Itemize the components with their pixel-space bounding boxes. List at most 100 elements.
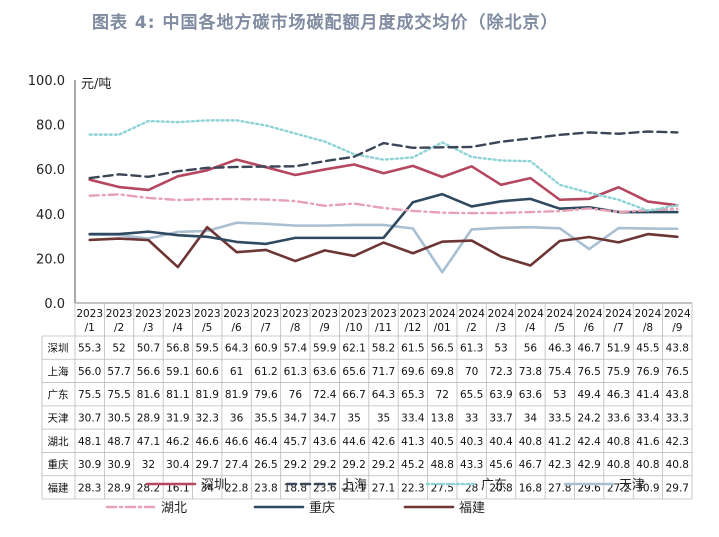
table-cell-value: 58.2 xyxy=(372,343,395,355)
series-point xyxy=(470,205,473,208)
series-point xyxy=(411,156,414,159)
table-cell-value: 76.5 xyxy=(666,366,689,378)
series-point xyxy=(558,210,561,213)
table-cell-value: 16.1 xyxy=(166,482,189,494)
series-point xyxy=(500,212,503,215)
series-point xyxy=(235,240,238,243)
series-point xyxy=(441,141,444,144)
series-point xyxy=(529,137,532,140)
table-cell-value: 35 xyxy=(377,413,390,425)
series-line-5 xyxy=(88,193,679,215)
series-point xyxy=(118,186,121,189)
category-label-month: /3 xyxy=(143,322,153,334)
table-cell-value: 63.9 xyxy=(489,389,512,401)
series-point xyxy=(529,211,532,214)
table-cell-value: 61 xyxy=(230,366,243,378)
series-point xyxy=(558,207,561,210)
category-label-year: 2023 xyxy=(194,308,221,320)
table-cell-value: 27.2 xyxy=(607,482,630,494)
table-cell-value: 35.5 xyxy=(254,413,277,425)
series-point xyxy=(441,240,444,243)
series-point xyxy=(558,240,561,243)
category-label-year: 2024 xyxy=(635,308,662,320)
series-point xyxy=(529,197,532,200)
series-point xyxy=(647,130,650,133)
table-cell-value: 28.9 xyxy=(107,482,130,494)
table-cell-value: 46.3 xyxy=(607,389,630,401)
series-point xyxy=(235,166,238,169)
category-label-month: /9 xyxy=(672,322,682,334)
series-point xyxy=(235,119,238,122)
category-label-month: /2 xyxy=(114,322,124,334)
legend-label: 重庆 xyxy=(309,500,335,516)
category-label-month: /8 xyxy=(643,322,653,334)
table-cell-value: 23.8 xyxy=(254,482,277,494)
series-point xyxy=(676,207,679,210)
series-point xyxy=(294,200,297,203)
series-point xyxy=(470,165,473,168)
series-line-2 xyxy=(88,130,679,180)
category-label-month: /6 xyxy=(231,322,242,334)
table-cell-value: 26.5 xyxy=(254,459,277,471)
table-cell-value: 79.6 xyxy=(254,389,278,401)
table-cell-value: 41.3 xyxy=(401,436,424,448)
table-cell-value: 59.1 xyxy=(166,366,189,378)
series-point xyxy=(323,140,326,143)
series-point xyxy=(470,156,473,159)
table-cell-value: 81.9 xyxy=(225,389,248,401)
category-label-year: 2024 xyxy=(546,308,573,320)
series-point xyxy=(206,226,209,229)
category-label-year: 2023 xyxy=(341,308,368,320)
series-point xyxy=(235,251,238,254)
series-point xyxy=(88,194,91,197)
series-point xyxy=(411,227,414,230)
table-cell-value: 29.2 xyxy=(372,459,395,471)
category-label-month: /4 xyxy=(173,322,184,334)
table-cell-value: 40.8 xyxy=(607,436,630,448)
category-label-year: 2024 xyxy=(488,308,515,320)
category-label-month: /5 xyxy=(555,322,565,334)
series-point xyxy=(676,204,679,207)
series-point xyxy=(147,175,150,178)
series-point xyxy=(382,207,385,210)
category-label-year: 2024 xyxy=(605,308,632,320)
table-cell-value: 60.6 xyxy=(196,366,220,378)
y-tick-label: 80.0 xyxy=(36,119,65,134)
legend-label: 湖北 xyxy=(161,501,187,516)
series-point xyxy=(382,142,385,145)
table-cell-value: 56.6 xyxy=(137,366,161,378)
series-point xyxy=(176,199,179,202)
table-cell-value: 46.6 xyxy=(196,436,220,448)
table-cell-value: 45.2 xyxy=(401,459,424,471)
series-line-6 xyxy=(88,192,679,246)
category-label-year: 2023 xyxy=(135,308,162,320)
series-point xyxy=(294,224,297,227)
series-point xyxy=(411,210,414,213)
table-cell-value: 57.4 xyxy=(284,343,308,355)
series-point xyxy=(529,160,532,163)
table-row-label: 上海 xyxy=(48,365,69,378)
table-cell-value: 62.1 xyxy=(342,343,365,355)
series-point xyxy=(88,238,91,241)
table-cell-value: 36 xyxy=(230,413,244,425)
category-label-year: 2023 xyxy=(253,308,280,320)
y-tick-label: 60.0 xyxy=(36,163,65,178)
series-point xyxy=(323,160,326,163)
table-cell-value: 40.4 xyxy=(489,436,513,448)
table-cell-value: 29.7 xyxy=(666,482,689,494)
table-cell-value: 33.4 xyxy=(636,413,660,425)
table-cell-value: 46.4 xyxy=(254,436,278,448)
table-cell-value: 56.5 xyxy=(431,343,454,355)
series-point xyxy=(88,133,91,136)
series-point xyxy=(323,224,326,227)
table-row-label: 重庆 xyxy=(48,458,69,471)
table-cell-value: 59.5 xyxy=(196,343,219,355)
table-cell-value: 81.6 xyxy=(137,389,161,401)
table-cell-value: 76 xyxy=(289,389,303,401)
series-point xyxy=(500,183,503,186)
y-tick-label: 0.0 xyxy=(44,297,65,312)
series-point xyxy=(147,230,150,233)
table-cell-value: 29.2 xyxy=(313,459,336,471)
table-cell-value: 72.3 xyxy=(489,366,512,378)
series-point xyxy=(88,177,91,180)
